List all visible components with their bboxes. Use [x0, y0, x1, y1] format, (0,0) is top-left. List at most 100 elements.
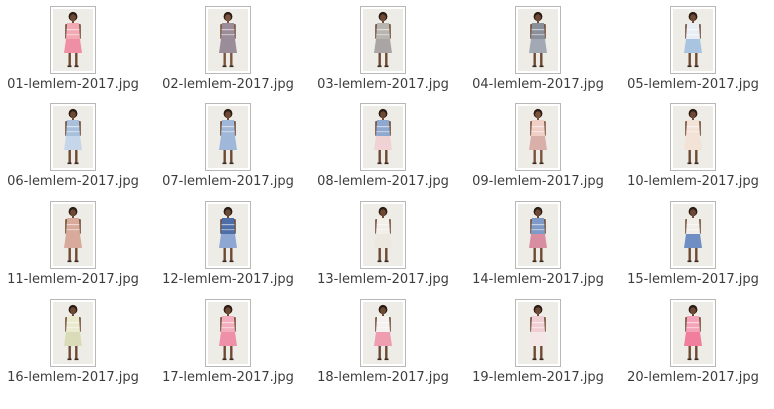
shoe-left-shape [377, 358, 382, 361]
image-thumbnail[interactable] [670, 201, 716, 269]
leg-left-shape [378, 346, 381, 359]
shoe-right-shape [539, 260, 544, 263]
image-thumbnail[interactable] [515, 299, 561, 367]
image-thumbnail-icon [518, 302, 558, 364]
file-item[interactable]: 13-lemlem-2017.jpg [308, 195, 458, 293]
top-garment-shape [66, 120, 80, 136]
shoe-right-shape [74, 162, 79, 165]
shoe-right-shape [539, 65, 544, 68]
face-shape [690, 209, 696, 216]
face-shape [380, 307, 386, 314]
file-item[interactable]: 20-lemlem-2017.jpg [618, 293, 768, 391]
image-thumbnail[interactable] [670, 299, 716, 367]
shoe-left-shape [687, 358, 692, 361]
image-thumbnail[interactable] [670, 6, 716, 74]
file-item[interactable]: 09-lemlem-2017.jpg [463, 97, 613, 195]
leg-left-shape [688, 150, 691, 163]
image-thumbnail-icon [208, 302, 248, 364]
image-thumbnail[interactable] [50, 201, 96, 269]
file-item[interactable]: 18-lemlem-2017.jpg [308, 293, 458, 391]
file-name-label: 06-lemlem-2017.jpg [7, 174, 139, 189]
file-name-label: 11-lemlem-2017.jpg [7, 272, 139, 287]
image-thumbnail[interactable] [50, 6, 96, 74]
stripe-shape [376, 327, 390, 329]
shoe-left-shape [67, 358, 72, 361]
model-figure-icon [374, 11, 392, 68]
image-thumbnail[interactable] [50, 103, 96, 171]
file-item[interactable]: 17-lemlem-2017.jpg [153, 293, 303, 391]
bottom-garment-shape [684, 136, 702, 150]
stripe-shape [66, 29, 80, 31]
file-item[interactable]: 03-lemlem-2017.jpg [308, 0, 458, 98]
bottom-garment-shape [219, 136, 237, 150]
file-name-label: 10-lemlem-2017.jpg [627, 174, 759, 189]
top-garment-shape [376, 120, 390, 136]
image-thumbnail[interactable] [515, 103, 561, 171]
neck-shape [72, 117, 74, 121]
shoe-left-shape [222, 358, 227, 361]
image-thumbnail[interactable] [670, 103, 716, 171]
top-garment-shape [221, 218, 235, 234]
bottom-garment-shape [219, 234, 237, 248]
file-item[interactable]: 19-lemlem-2017.jpg [463, 293, 613, 391]
stripe-shape [686, 229, 700, 231]
file-item[interactable]: 11-lemlem-2017.jpg [0, 195, 148, 293]
shoe-left-shape [67, 260, 72, 263]
shoe-right-shape [694, 65, 699, 68]
image-thumbnail[interactable] [360, 103, 406, 171]
stripe-shape [376, 29, 390, 31]
bottom-garment-shape [374, 136, 392, 150]
image-thumbnail-icon [53, 106, 93, 168]
image-thumbnail[interactable] [515, 201, 561, 269]
image-thumbnail[interactable] [360, 299, 406, 367]
neck-shape [537, 313, 539, 317]
file-item[interactable]: 08-lemlem-2017.jpg [308, 97, 458, 195]
file-name-label: 09-lemlem-2017.jpg [472, 174, 604, 189]
stripe-shape [66, 126, 80, 128]
image-thumbnail[interactable] [205, 201, 251, 269]
file-item[interactable]: 14-lemlem-2017.jpg [463, 195, 613, 293]
top-garment-shape [221, 23, 235, 39]
shoe-left-shape [377, 65, 382, 68]
file-item[interactable]: 06-lemlem-2017.jpg [0, 97, 148, 195]
model-figure-icon [684, 108, 702, 165]
file-item[interactable]: 01-lemlem-2017.jpg [0, 0, 148, 98]
stripe-shape [66, 322, 80, 324]
stripe-shape [531, 34, 545, 36]
file-item[interactable]: 16-lemlem-2017.jpg [0, 293, 148, 391]
image-thumbnail-icon [673, 302, 713, 364]
image-thumbnail[interactable] [205, 299, 251, 367]
shoe-left-shape [532, 260, 537, 263]
leg-left-shape [533, 53, 536, 66]
file-name-label: 05-lemlem-2017.jpg [627, 77, 759, 92]
file-item[interactable]: 07-lemlem-2017.jpg [153, 97, 303, 195]
image-thumbnail[interactable] [205, 103, 251, 171]
shoe-left-shape [532, 162, 537, 165]
stripe-shape [686, 131, 700, 133]
file-item[interactable]: 10-lemlem-2017.jpg [618, 97, 768, 195]
file-item[interactable]: 02-lemlem-2017.jpg [153, 0, 303, 98]
image-thumbnail[interactable] [515, 6, 561, 74]
image-thumbnail-icon [518, 106, 558, 168]
file-item[interactable]: 05-lemlem-2017.jpg [618, 0, 768, 98]
top-garment-shape [531, 120, 545, 136]
file-name-label: 12-lemlem-2017.jpg [162, 272, 294, 287]
file-item[interactable]: 15-lemlem-2017.jpg [618, 195, 768, 293]
top-garment-shape [66, 316, 80, 332]
file-name-label: 18-lemlem-2017.jpg [317, 370, 449, 385]
shoe-right-shape [694, 358, 699, 361]
image-thumbnail[interactable] [50, 299, 96, 367]
image-thumbnail[interactable] [360, 201, 406, 269]
leg-right-shape [695, 248, 698, 261]
shoe-right-shape [539, 162, 544, 165]
shoe-left-shape [67, 162, 72, 165]
image-thumbnail[interactable] [360, 6, 406, 74]
image-thumbnail-icon [518, 204, 558, 266]
stripe-shape [531, 126, 545, 128]
file-item[interactable]: 12-lemlem-2017.jpg [153, 195, 303, 293]
shoe-right-shape [74, 358, 79, 361]
neck-shape [382, 117, 384, 121]
image-thumbnail[interactable] [205, 6, 251, 74]
file-item[interactable]: 04-lemlem-2017.jpg [463, 0, 613, 98]
